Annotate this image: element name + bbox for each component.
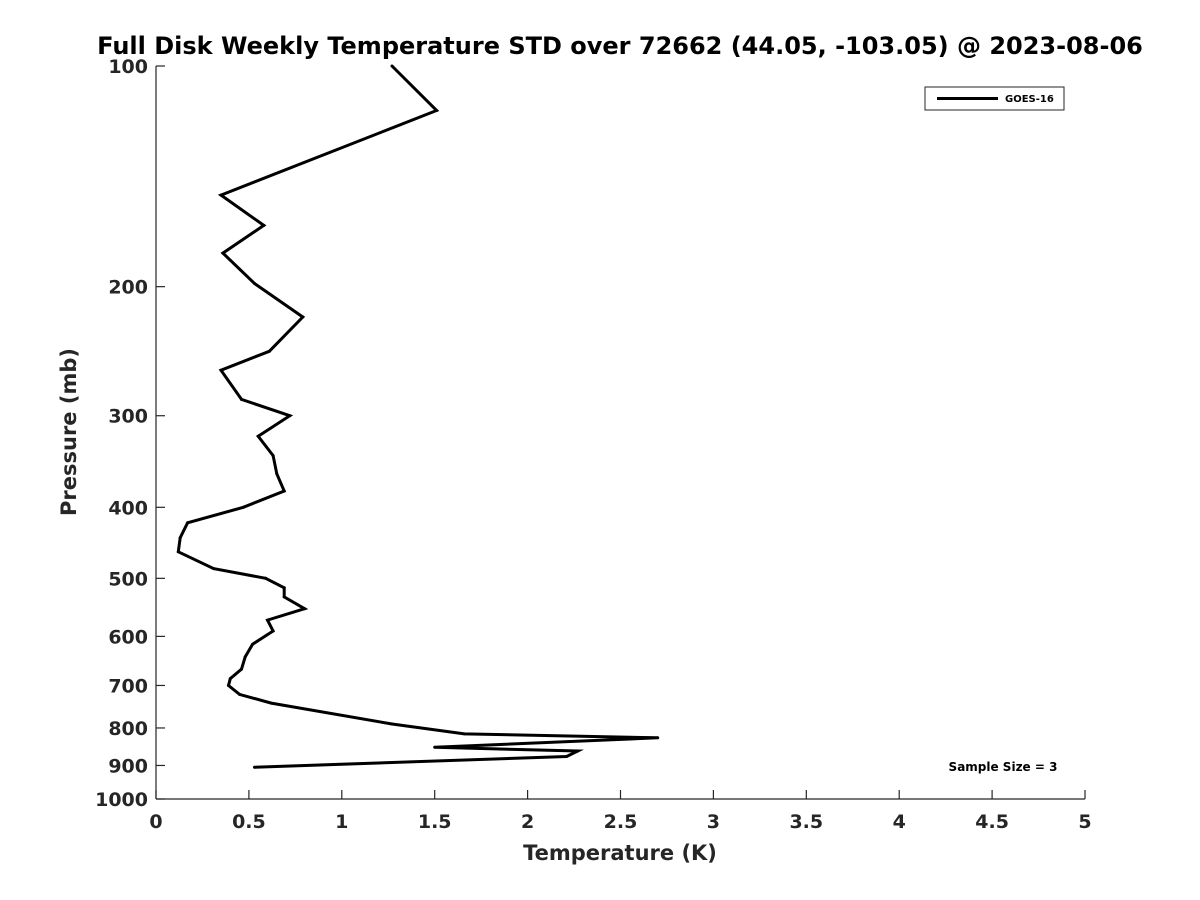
series-line-goes-16 bbox=[176, 64, 658, 769]
data-point bbox=[656, 736, 660, 740]
data-point bbox=[390, 722, 394, 726]
data-point bbox=[176, 550, 180, 554]
data-point bbox=[227, 684, 230, 687]
data-point bbox=[178, 536, 182, 540]
data-point bbox=[256, 434, 260, 438]
data-point bbox=[282, 489, 286, 493]
y-tick-label: 700 bbox=[108, 675, 148, 697]
x-tick-label: 0 bbox=[149, 811, 162, 833]
sample-size-annotation: Sample Size = 3 bbox=[949, 760, 1058, 774]
data-point bbox=[262, 223, 266, 227]
legend: GOES-16 bbox=[924, 86, 1065, 111]
y-tick-label: 400 bbox=[108, 497, 148, 519]
x-tick-label: 4 bbox=[893, 811, 906, 833]
data-point bbox=[264, 576, 268, 580]
x-tick-label: 0.5 bbox=[232, 811, 266, 833]
data-point bbox=[241, 505, 245, 509]
data-point bbox=[282, 586, 286, 590]
data-point bbox=[288, 414, 292, 418]
data-point bbox=[282, 595, 286, 599]
series-layer bbox=[176, 64, 660, 769]
y-tick-label: 800 bbox=[108, 718, 148, 740]
x-tick-label: 2 bbox=[521, 811, 534, 833]
y-tick-label: 300 bbox=[108, 406, 148, 428]
x-tick-label: 3.5 bbox=[789, 811, 823, 833]
data-point bbox=[390, 64, 394, 68]
data-point bbox=[275, 472, 279, 476]
y-axis-label: Pressure (mb) bbox=[57, 348, 81, 516]
data-point bbox=[238, 692, 242, 696]
data-point bbox=[565, 755, 569, 758]
data-point bbox=[219, 193, 223, 197]
data-point bbox=[269, 701, 273, 705]
data-point bbox=[219, 368, 223, 372]
chart-title: Full Disk Weekly Temperature STD over 72… bbox=[97, 32, 1143, 60]
x-tick-label: 1.5 bbox=[418, 811, 452, 833]
y-tick-label: 200 bbox=[108, 277, 148, 299]
x-tick-label: 2.5 bbox=[604, 811, 638, 833]
x-ticks: 0 0.5 1 1.5 2 2.5 3 3.5 4 4.5 5 bbox=[149, 790, 1092, 833]
data-point bbox=[271, 629, 275, 633]
data-point bbox=[243, 655, 247, 659]
x-axis-label: Temperature (K) bbox=[523, 841, 717, 865]
data-point bbox=[303, 607, 307, 611]
data-point bbox=[240, 397, 243, 401]
data-point bbox=[212, 567, 216, 571]
y-tick-label: 100 bbox=[108, 56, 148, 78]
y-tick-label: 500 bbox=[108, 568, 148, 590]
plot-axes bbox=[155, 66, 1085, 800]
data-point bbox=[266, 618, 269, 622]
x-tick-label: 3 bbox=[707, 811, 720, 833]
data-point bbox=[301, 315, 305, 319]
data-point bbox=[251, 642, 255, 646]
y-tick-label: 600 bbox=[108, 626, 148, 648]
x-tick-label: 5 bbox=[1078, 811, 1091, 833]
data-point bbox=[253, 765, 256, 769]
data-point bbox=[462, 732, 466, 736]
data-point bbox=[267, 349, 271, 353]
data-point bbox=[253, 282, 256, 285]
data-point bbox=[221, 251, 225, 255]
y-ticks: 100 200 300 400 500 600 700 800 900 1000 bbox=[95, 56, 165, 811]
data-point bbox=[271, 454, 275, 458]
data-point bbox=[228, 677, 232, 681]
x-tick-label: 1 bbox=[335, 811, 348, 833]
x-tick-label: 4.5 bbox=[975, 811, 1009, 833]
data-point bbox=[186, 521, 190, 525]
data-point bbox=[576, 749, 580, 753]
y-tick-label: 900 bbox=[108, 755, 148, 777]
legend-label: GOES-16 bbox=[1005, 94, 1054, 105]
data-point bbox=[433, 745, 437, 749]
y-tick-label: 1000 bbox=[95, 789, 148, 811]
data-point bbox=[435, 109, 439, 112]
data-point bbox=[240, 667, 243, 671]
